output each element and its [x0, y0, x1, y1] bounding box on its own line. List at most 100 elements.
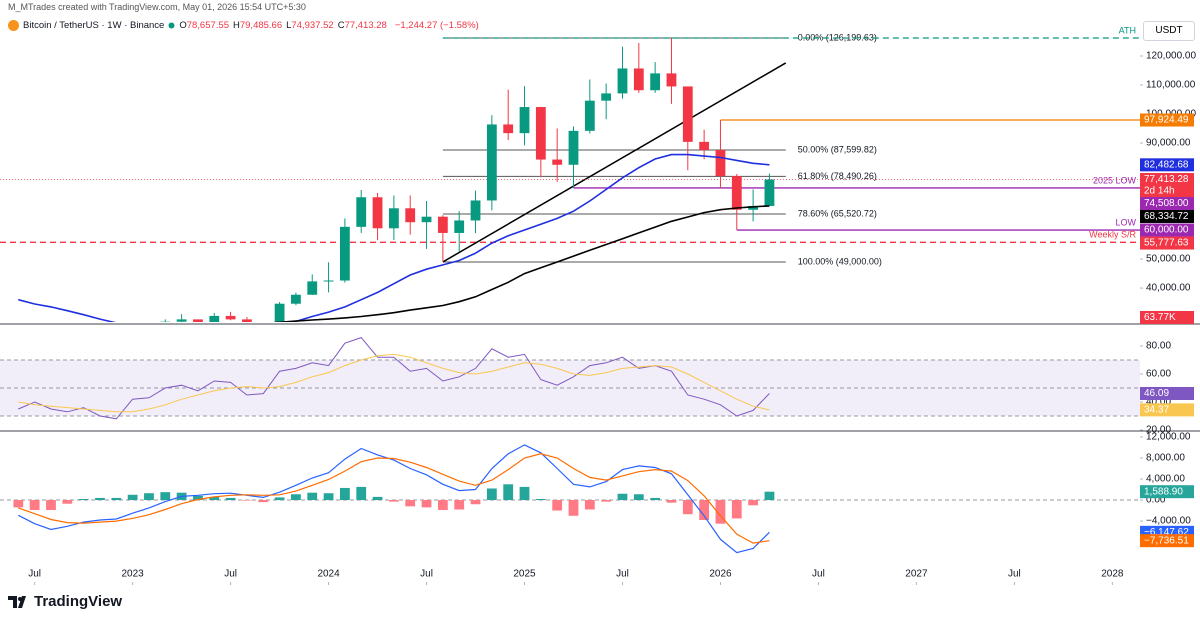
y-tick-label: 80.00 [1146, 341, 1171, 352]
candle-body [79, 345, 89, 348]
candle-body [209, 315, 220, 322]
histogram-bar [748, 500, 759, 506]
candle-body [225, 315, 236, 320]
currency-button[interactable]: USDT [1143, 21, 1195, 41]
candle-body [421, 216, 432, 223]
histogram-bar [437, 500, 448, 511]
quote-value: 77,413.28 [344, 20, 387, 31]
price-pane: 0.00% (126,199.63)50.00% (87,599.82)61.8… [0, 25, 1140, 356]
candle-body [307, 281, 318, 295]
candle-body [193, 319, 203, 322]
histogram-bar [454, 500, 465, 510]
volume-tag [1140, 311, 1194, 324]
x-tick-label: 2024 [317, 569, 340, 580]
candle-body [323, 280, 334, 282]
histogram-bar [78, 498, 89, 501]
histogram-bar [601, 500, 612, 502]
price-tag [1140, 386, 1194, 400]
candle-body [470, 200, 481, 221]
price-tag [1140, 197, 1194, 211]
quote-value: 79,485.66 [239, 20, 283, 31]
candle-body [144, 337, 154, 338]
histogram-bar [388, 500, 399, 502]
x-tick-label: 2028 [1101, 569, 1124, 580]
price-tag [1140, 534, 1194, 548]
candle-body [454, 220, 465, 233]
histogram-bar [307, 492, 318, 501]
candle-body [650, 73, 661, 91]
histogram-bar [372, 496, 383, 501]
price-tag [1140, 158, 1194, 172]
brand: TradingView [34, 593, 123, 610]
price-tag [1140, 173, 1194, 198]
price-tag-label: 55,777.63 [1144, 238, 1189, 249]
histogram-bar [258, 500, 269, 503]
moving-average [272, 205, 770, 322]
y-tick-label: 12,000.00 [1146, 432, 1191, 443]
macd-line [18, 444, 770, 554]
y-tick-label: 60.00 [1146, 369, 1171, 380]
histogram-bar [568, 500, 579, 516]
candle-body [682, 86, 693, 142]
candle-body [715, 149, 726, 177]
price-tag-label: 97,924.49 [1144, 115, 1189, 126]
y-tick-label: 40.00 [1146, 397, 1171, 408]
price-tag-label: 60,000.00 [1144, 225, 1189, 236]
y-tick-label: −4,000.00 [1146, 516, 1191, 527]
histogram-bar [666, 500, 677, 503]
rsi-line [18, 353, 770, 413]
candle-body [519, 107, 530, 134]
price-tag [1140, 236, 1194, 250]
rsi-line [18, 337, 770, 420]
y-tick-label: 4,000.00 [1146, 474, 1185, 485]
quote-value: 78,657.55 [186, 20, 229, 31]
histogram-bar [323, 493, 334, 501]
y-tick-label: 120,000.00 [1146, 51, 1196, 62]
x-tick-label: Jul [812, 569, 825, 580]
moving-average [18, 153, 770, 322]
y-tick-label: 110,000.00 [1146, 80, 1196, 91]
candle-body [356, 197, 367, 227]
candle-body [242, 319, 252, 322]
candle-body [503, 124, 514, 134]
candle-body [258, 326, 268, 329]
change: −1,244.27 (−1.58%) [394, 20, 479, 31]
histogram-bar [650, 497, 661, 501]
y-tick-label: 0.00 [1146, 495, 1166, 506]
histogram-bar [242, 500, 252, 501]
trendline [442, 62, 787, 263]
quote-value: 74,937.52 [291, 20, 334, 31]
candle-body [111, 354, 121, 356]
histogram-bar [764, 491, 775, 501]
histogram-bar [340, 487, 350, 501]
candle-body [128, 337, 138, 356]
candle-body [176, 319, 187, 322]
candle-body [617, 68, 628, 94]
price-tag [1140, 223, 1194, 237]
histogram-bar [715, 500, 726, 524]
candle-body [274, 303, 285, 322]
histogram-bar [699, 500, 710, 521]
level-label: LOW [1115, 217, 1136, 227]
price-tag-label: −6,147.62 [1144, 527, 1189, 538]
candle-body [388, 208, 399, 229]
candle-body [601, 93, 612, 101]
volume-tag-label: 63.77K [1144, 312, 1176, 323]
candle-body [405, 208, 416, 223]
histogram-bar [46, 500, 56, 511]
histogram-bar [405, 500, 416, 507]
histogram-bar [29, 500, 40, 511]
y-tick-label: 20.00 [1146, 425, 1171, 436]
quote-key: H [232, 20, 240, 31]
x-tick-label: 2027 [905, 569, 928, 580]
countdown-label: 2d 14h [1144, 186, 1175, 197]
symbol-line: Bitcoin / TetherUS · 1W · Binance O78,65… [8, 20, 479, 31]
footer: TradingView [8, 593, 122, 610]
candle-body [584, 100, 595, 131]
signal-line [18, 453, 770, 544]
histogram-bar [731, 500, 742, 519]
price-tag [1140, 485, 1194, 499]
quote-key: L [286, 20, 292, 31]
histogram-bar [274, 497, 285, 501]
